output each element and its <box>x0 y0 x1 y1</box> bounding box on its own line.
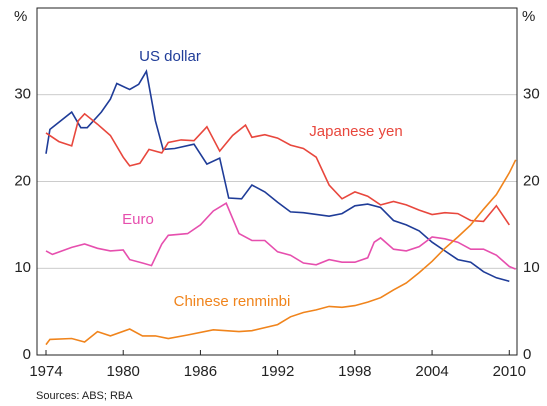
x-tick-label: 2004 <box>415 363 448 380</box>
plot-frame <box>36 7 518 356</box>
series-line <box>45 202 517 270</box>
y-tick-label: 30 <box>14 86 31 103</box>
y-unit-left: % <box>14 8 27 25</box>
series-label: Chinese renminbi <box>174 293 291 310</box>
x-tick-label: 2010 <box>493 363 526 380</box>
series-label: US dollar <box>139 48 201 65</box>
y-tick-label: 0 <box>23 346 31 363</box>
y-tick-label-right: 30 <box>523 86 540 103</box>
x-tick-label: 1980 <box>107 363 140 380</box>
x-tick-label: 1992 <box>261 363 294 380</box>
x-tick-label: 1986 <box>184 363 217 380</box>
y-tick-label-right: 10 <box>523 259 540 276</box>
y-tick-label-right: 20 <box>523 172 540 189</box>
y-tick-label: 10 <box>14 259 31 276</box>
y-tick-label-right: 0 <box>523 346 531 363</box>
series-line <box>45 112 510 226</box>
series-line <box>45 159 517 346</box>
series-line <box>45 69 510 283</box>
y-unit-right: % <box>522 8 535 25</box>
x-tick-label: 1998 <box>338 363 371 380</box>
series-label: Euro <box>122 211 154 228</box>
series-label: Japanese yen <box>309 123 402 140</box>
x-tick-label: 1974 <box>29 363 62 380</box>
source-note: Sources: ABS; RBA <box>36 390 133 402</box>
y-tick-label: 20 <box>14 172 31 189</box>
